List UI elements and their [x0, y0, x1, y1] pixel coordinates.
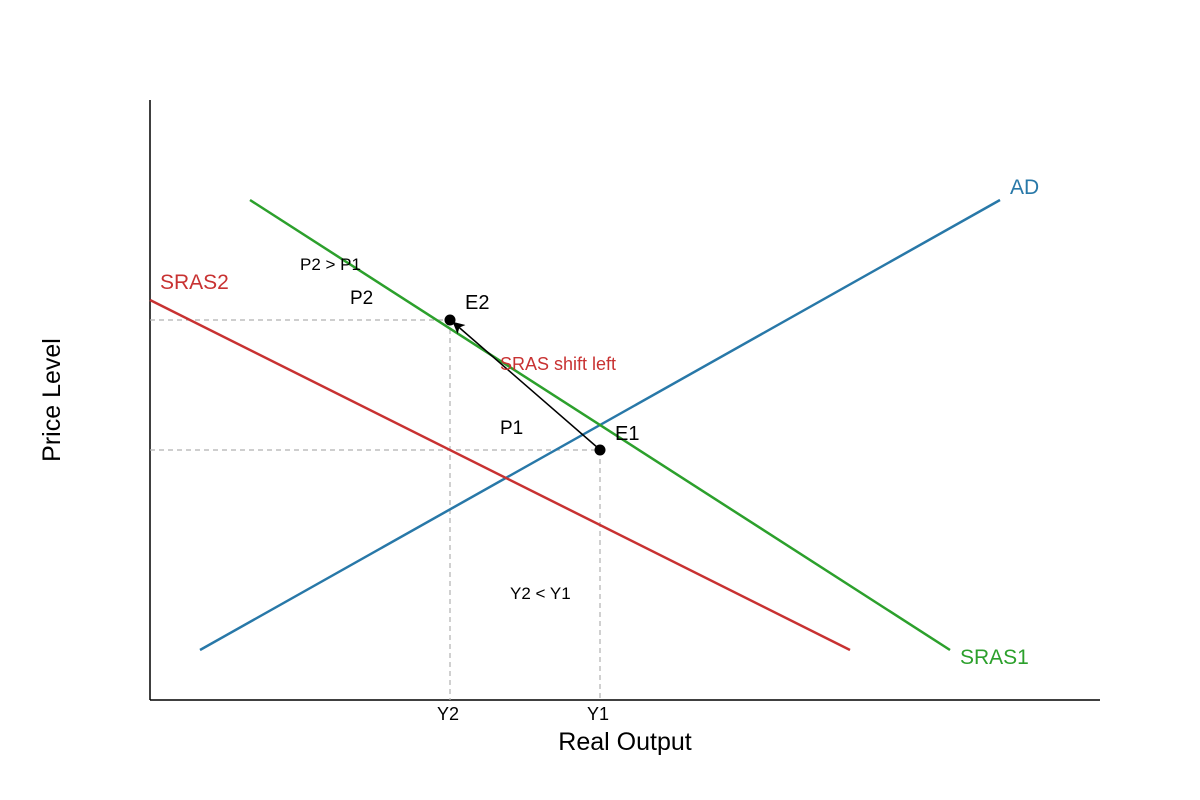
y2-tick-label: Y2 — [437, 704, 459, 724]
price-compare-note: P2 > P1 — [300, 255, 361, 274]
e1-point — [594, 444, 606, 456]
shift-arrow — [452, 321, 599, 449]
ad-label: AD — [1010, 176, 1039, 199]
e2-label: E2 — [465, 292, 489, 314]
e2-point — [444, 314, 456, 326]
sras1-curve — [249, 198, 951, 652]
y-axis-title: Price Level — [38, 338, 66, 462]
x-axis-title: Real Output — [558, 728, 691, 756]
y1-tick-label: Y1 — [587, 704, 609, 724]
p2-label: P2 — [350, 288, 373, 309]
e1-label: E1 — [615, 423, 639, 445]
sras2-curve — [149, 298, 851, 652]
shift-note: SRAS shift left — [500, 354, 616, 374]
sras2-label: SRAS2 — [160, 271, 229, 294]
p1-label: P1 — [500, 418, 523, 439]
output-compare-note: Y2 < Y1 — [510, 584, 571, 603]
sras1-label: SRAS1 — [960, 646, 1029, 669]
